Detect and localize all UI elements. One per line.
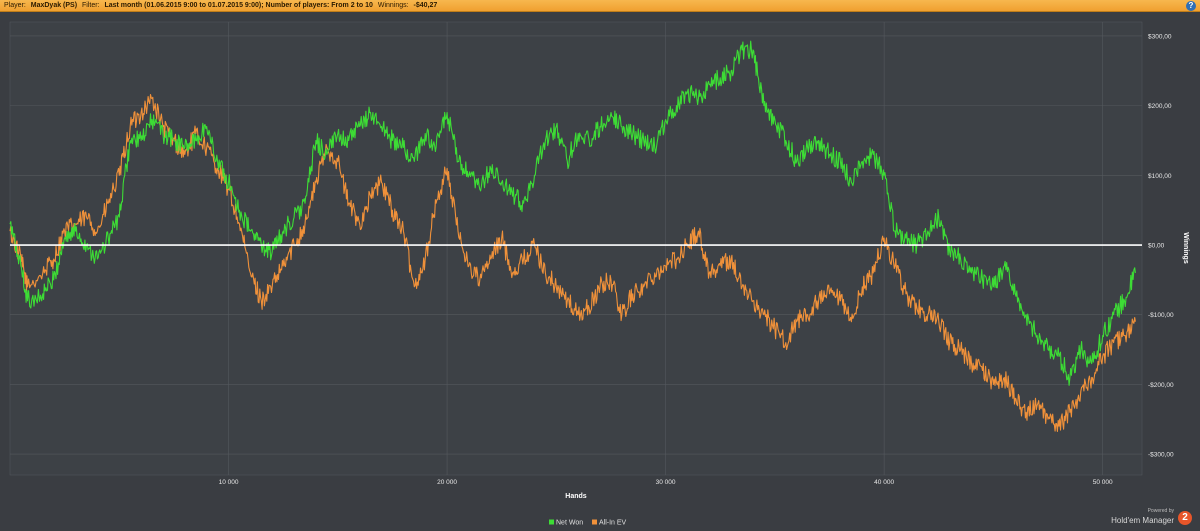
filter-label: Filter: (82, 2, 100, 9)
y-tick-label: -$100,00 (1148, 312, 1174, 319)
series-line-all-in-ev (9, 94, 1136, 433)
x-axis-ticks: 10 000 20 000 30 000 40 000 50 000 (219, 479, 1113, 486)
filter-bar: Player: MaxDyak (PS) Filter: Last month … (0, 0, 1200, 12)
legend-label: All-In EV (599, 520, 627, 527)
legend: Net Won All-In EV (549, 519, 627, 527)
x-tick-label: 50 000 (1093, 479, 1113, 486)
y-tick-label: $0,00 (1148, 243, 1165, 250)
x-tick-label: 30 000 (656, 479, 676, 486)
x-tick-label: 20 000 (437, 479, 457, 486)
x-tick-label: 10 000 (219, 479, 239, 486)
brand-logo-icon: 2 (1178, 511, 1192, 525)
filter-value: Last month (01.06.2015 9:00 to 01.07.201… (104, 2, 373, 9)
winnings-label: Winnings: (377, 2, 409, 9)
y-tick-label: -$200,00 (1148, 382, 1174, 389)
legend-swatch (549, 519, 554, 525)
series-group (9, 40, 1136, 433)
brand-name: Hold'em Manager (1111, 516, 1174, 525)
y-tick-label: $200,00 (1148, 103, 1172, 110)
x-axis-title: Hands (565, 493, 587, 500)
legend-label: Net Won (556, 520, 583, 527)
y-tick-label: -$300,00 (1148, 452, 1174, 459)
plot-area (9, 21, 1143, 476)
player-label: Player: (4, 2, 26, 9)
y-tick-label: $300,00 (1148, 33, 1172, 40)
x-tick-label: 40 000 (874, 479, 894, 486)
y-axis-title: Winnings (1182, 232, 1189, 264)
question-icon[interactable]: ? (1186, 1, 1196, 11)
series-line-net-won (9, 40, 1136, 386)
y-tick-label: $100,00 (1148, 173, 1172, 180)
legend-swatch (592, 519, 597, 525)
winnings-value: -$40,27 (413, 2, 438, 9)
powered-by-text: Powered by (1147, 508, 1174, 514)
y-axis-ticks: $300,00 $200,00 $100,00 $0,00 -$100,00 -$200,… (1148, 33, 1174, 458)
player-value: MaxDyak (PS) (30, 2, 78, 9)
